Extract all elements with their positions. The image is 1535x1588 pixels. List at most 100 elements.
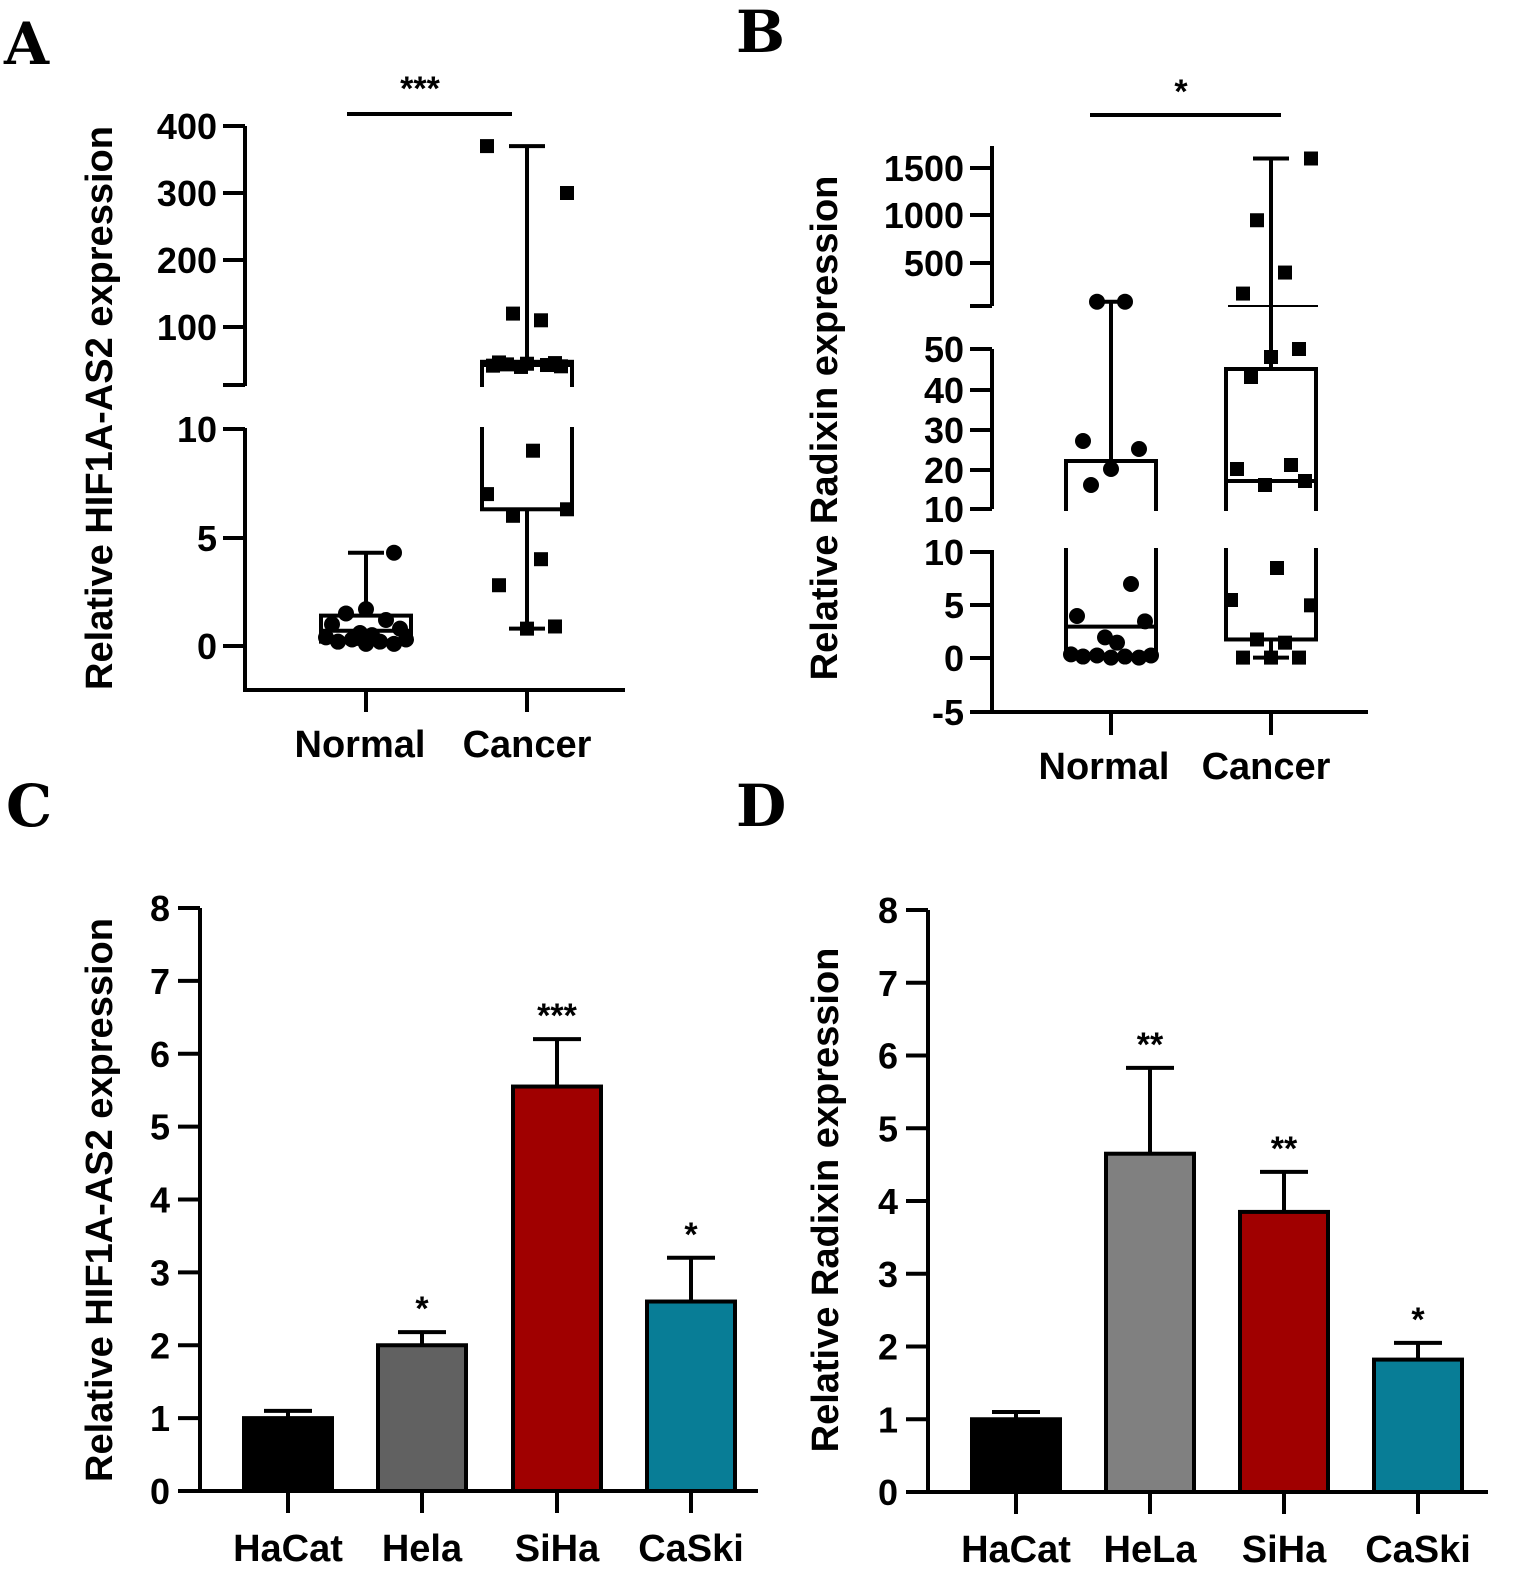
panel-d-hela-bar [1104, 1151, 1196, 1495]
panel-d-hela-sig: ** [1137, 1026, 1164, 1064]
panel-b-normal-point [1131, 649, 1147, 666]
panel-d-xtick-label: SiHa [1242, 1529, 1327, 1571]
panel-a-xtick-cancer: Cancer [463, 724, 592, 766]
panel-a-ytick-label: 10 [177, 409, 217, 450]
panel-b-ytick-label: 50 [924, 329, 964, 370]
panel-a-xtick-normal: Normal [295, 724, 426, 766]
panel-b-cancer-point [1298, 474, 1312, 488]
panel-b-normal-point [1069, 608, 1085, 624]
panel-c-plot: 0 1 2 3 4 5 6 7 8 HaCat Hela * SiHa *** CaSki * [150, 888, 758, 1570]
panel-b-cancer-point [1250, 213, 1264, 228]
panel-d-ytick-label: 6 [878, 1036, 898, 1077]
panel-a-cancer-point [506, 306, 520, 321]
panel-b-cancer-point [1236, 286, 1250, 301]
panel-a-cancer-point [480, 139, 494, 154]
panel-a-normal-point [392, 620, 408, 637]
panel-b-cancer-box [1224, 367, 1318, 642]
panel-b-ytick-label: 1500 [884, 148, 964, 189]
panel-a-normal-point [324, 616, 340, 633]
panel-d-ytick-label: 2 [878, 1327, 898, 1368]
panel-c-ytick-label: 0 [150, 1471, 170, 1512]
panel-a-cancer-point [520, 356, 534, 371]
panel-b-significance: * [1090, 73, 1281, 117]
panel-a-ytick-label: 400 [157, 106, 217, 147]
panel-d-ytick-label: 0 [878, 1472, 898, 1513]
panel-c-ytick-label: 7 [150, 961, 170, 1002]
panel-b-cancer-point [1284, 458, 1298, 472]
panel-a-sig-label: *** [400, 70, 440, 108]
panel-a-x-labels: Normal Cancer [295, 724, 592, 766]
panel-b-xtick-cancer: Cancer [1202, 746, 1331, 788]
panel-a-normal-point [364, 627, 380, 644]
panel-label-d: D [736, 772, 786, 840]
panel-d-ytick-label: 5 [878, 1108, 898, 1149]
panel-c-chart: Relative HIF1A-AS2 expression 0 1 2 3 4 5 6 7 8 H… [79, 888, 758, 1570]
panel-d-xtick-label: HeLa [1104, 1529, 1198, 1571]
panel-c-xtick-label: Hela [382, 1528, 463, 1570]
panel-a-normal-point [378, 611, 394, 628]
panel-a-cancer-point [520, 621, 534, 636]
panel-a-normal-point [358, 601, 374, 618]
panel-b-ytick-label: 20 [924, 450, 964, 491]
panel-c-xtick-label: SiHa [515, 1528, 600, 1570]
panel-b-normal-break-gap [1062, 511, 1160, 548]
panel-a-ytick-label: 5 [197, 518, 217, 559]
panel-d-hacat-bar [970, 1417, 1062, 1494]
panel-a-cancer-box [480, 359, 574, 512]
panel-b-xtick-normal: Normal [1039, 746, 1170, 788]
panel-d-caski-sig: * [1411, 1301, 1425, 1339]
panel-b-ytick-label: 500 [904, 243, 964, 284]
panel-b-ytick-label: 40 [924, 370, 964, 411]
panel-a-ytick-label: 300 [157, 173, 217, 214]
panel-b-ylabel: Relative Radixin expression [804, 176, 846, 681]
panel-label-c: C [6, 772, 52, 840]
panel-c-ytick-label: 4 [150, 1180, 170, 1221]
panel-a-chart: Relative HIF1A-AS2 expression 0 5 10 100 200… [79, 70, 625, 766]
panel-b-normal-point [1103, 649, 1119, 666]
panel-b-normal-point [1063, 646, 1079, 663]
panel-a-cancer-point [526, 443, 540, 458]
panel-b-normal-point [1075, 433, 1091, 449]
panel-b-normal-point [1083, 477, 1099, 493]
panel-b-cancer-point [1264, 650, 1278, 665]
panel-d-plot: 0 1 2 3 4 5 6 7 8 HaCat HeLa ** SiHa ** CaSki * [878, 890, 1488, 1571]
panel-b-normal-point [1137, 613, 1153, 630]
panel-b-normal-point [1109, 634, 1125, 651]
panel-c-xtick-label: HaCat [233, 1528, 343, 1570]
panel-a-ylabel: Relative HIF1A-AS2 expression [79, 126, 121, 690]
panel-label-a: A [3, 10, 50, 78]
panel-b-normal-point [1089, 647, 1105, 664]
panel-c-ytick-label: 8 [150, 888, 170, 929]
panel-a-cancer-point [560, 186, 574, 200]
panel-a-boxes [318, 139, 576, 652]
panel-b-normal-point [1143, 647, 1159, 664]
panel-c-siha-sig: *** [537, 997, 577, 1035]
panel-d-chart: Relative Radixin expression 0 1 2 3 4 5 6 7 8 HaC… [805, 890, 1488, 1571]
panel-c-caski-sig: * [684, 1216, 698, 1254]
panel-b-ytick-label: 10 [924, 489, 964, 530]
panel-d-ytick-label: 3 [878, 1254, 898, 1295]
panel-b-cancer-point [1278, 265, 1292, 280]
panel-a-y-ticks: 0 5 10 100 200 300 400 [157, 106, 245, 667]
panel-a-normal-point [330, 633, 346, 650]
panel-c-ytick-label: 1 [150, 1398, 170, 1439]
panel-b-cancer-point [1292, 342, 1306, 356]
panel-c-ytick-label: 5 [150, 1107, 170, 1148]
panel-b-normal-point [1103, 461, 1119, 477]
panel-b-normal-point [1131, 441, 1147, 457]
panel-b-cancer-point [1244, 370, 1258, 384]
panel-a-normal-point [386, 544, 402, 561]
panel-a-significance: *** [347, 70, 512, 116]
panel-b-cancer-point [1304, 598, 1318, 613]
panel-c-hacat-bar [242, 1416, 334, 1493]
panel-d-caski-bar [1372, 1357, 1464, 1494]
panel-c-ytick-label: 2 [150, 1325, 170, 1366]
panel-b-normal-point [1097, 629, 1113, 646]
panel-d-xtick-label: CaSki [1365, 1529, 1471, 1571]
panel-b-cancer-point [1270, 561, 1284, 575]
panel-b-boxes [1062, 151, 1320, 666]
panel-a-cancer-point [548, 356, 562, 371]
panel-d-ytick-label: 1 [878, 1399, 898, 1440]
panel-b-normal-point [1117, 648, 1133, 665]
